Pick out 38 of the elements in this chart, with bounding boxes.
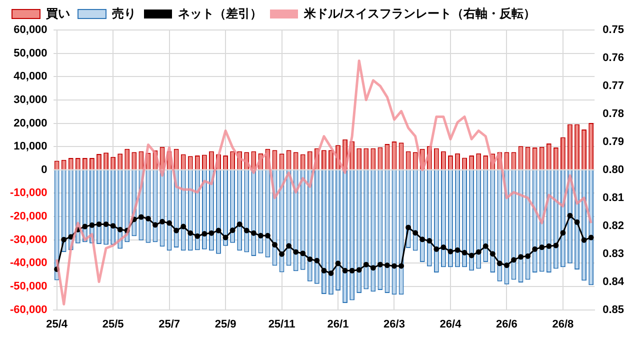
legend-label: 売り — [112, 6, 136, 20]
y2-tick-label: 0.75 — [602, 24, 624, 36]
x-tick-label: 25/5 — [102, 318, 124, 330]
y2-tick-label: 0.80 — [602, 164, 624, 176]
legend-label: ネット（差引） — [178, 6, 262, 20]
y-tick-label: -60,000 — [10, 304, 48, 316]
y-tick-label: -40,000 — [10, 257, 48, 270]
legend-label: 米ドル/スイスフランレート（右軸・反転） — [303, 6, 536, 20]
y2-tick-label: 0.81 — [602, 192, 624, 204]
y-tick-label: -50,000 — [10, 280, 48, 293]
y2-tick-label: 0.76 — [602, 52, 624, 64]
y-tick-label: -10,000 — [10, 187, 48, 200]
x-tick-label: 26/4 — [440, 318, 462, 330]
y-tick-label: 0 — [41, 164, 48, 176]
y2-tick-label: 0.79 — [602, 136, 624, 148]
y2-tick-label: 0.78 — [602, 108, 624, 120]
y-tick-label: 50,000 — [14, 47, 48, 60]
x-tick-label: 25/11 — [268, 318, 296, 330]
x-tick-label: 26/3 — [384, 318, 405, 330]
x-tick-label: 26/8 — [552, 318, 574, 330]
y2-tick-label: 0.82 — [602, 220, 624, 232]
x-tick-label: 26/6 — [496, 318, 518, 330]
x-tick-label: 25/4 — [46, 318, 68, 330]
y-tick-label: -30,000 — [10, 234, 48, 246]
y-tick-label: 60,000 — [14, 24, 48, 36]
y-tick-label: -20,000 — [10, 210, 48, 223]
x-tick-label: 25/7 — [158, 318, 180, 330]
y-tick-label: 20,000 — [14, 117, 48, 130]
y-tick-label: 10,000 — [14, 140, 48, 153]
x-tick-label: 25/9 — [214, 318, 236, 330]
y2-tick-label: 0.77 — [602, 80, 624, 92]
y-tick-label: 40,000 — [14, 70, 48, 83]
y2-tick-label: 0.85 — [602, 304, 624, 316]
y2-tick-label: 0.83 — [602, 248, 624, 260]
legend-label: 買い — [45, 6, 70, 20]
y2-tick-label: 0.84 — [602, 276, 625, 288]
y-tick-label: 30,000 — [14, 94, 48, 106]
x-tick-label: 26/1 — [327, 318, 349, 330]
